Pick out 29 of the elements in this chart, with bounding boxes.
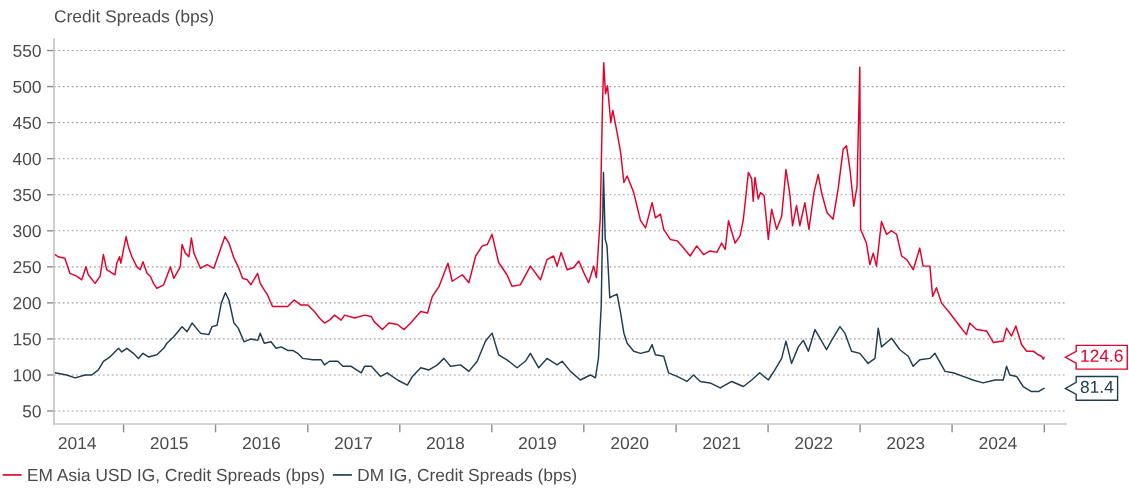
line-series	[54, 62, 1045, 360]
y-tick-label: 150	[13, 333, 41, 346]
x-tick-label: 2015	[150, 436, 188, 450]
x-tick-label: 2022	[795, 436, 833, 450]
chart-title: Credit Spreads (bps)	[54, 9, 214, 26]
y-tick-label: 550	[13, 44, 41, 57]
x-tick-label: 2018	[427, 436, 464, 450]
y-tick-label: 250	[13, 261, 41, 274]
x-tick-label: 2019	[519, 436, 556, 450]
y-tick-label: 50	[22, 405, 41, 418]
x-tick-label: 2024	[979, 436, 1017, 450]
annotation: 81.4	[1080, 380, 1114, 394]
x-tick-label: 2020	[611, 436, 649, 450]
legend-label: DM IG, Credit Spreads (bps)	[358, 468, 577, 485]
x-tick-label: 2014	[58, 436, 96, 450]
y-tick-label: 350	[13, 188, 41, 202]
y-tick-label: 450	[12, 116, 41, 130]
x-tick-label: 2016	[243, 436, 280, 450]
y-tick-label: 500	[13, 80, 41, 94]
line-series	[54, 171, 1045, 393]
x-tick-label: 2021	[703, 436, 741, 450]
x-tick-label: 2017	[335, 436, 372, 450]
y-tick-label: 300	[13, 224, 41, 238]
y-tick-label: 200	[13, 297, 41, 310]
legend-label: EM Asia USD IG, Credit Spreads (bps)	[28, 468, 324, 485]
x-tick-label: 2023	[887, 436, 925, 450]
y-tick-label: 400	[12, 152, 41, 166]
annotation: 124.6	[1081, 349, 1123, 362]
y-tick-label: 100	[13, 369, 41, 382]
